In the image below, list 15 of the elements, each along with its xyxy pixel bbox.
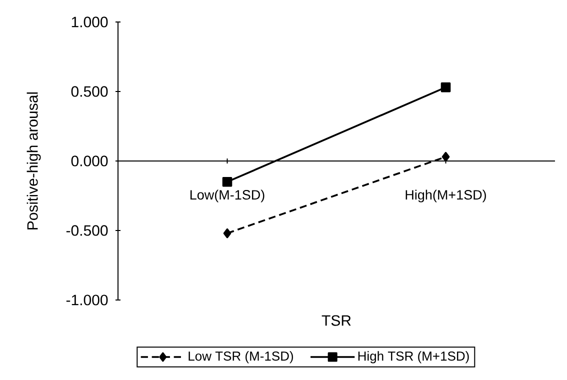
- point: [440, 82, 451, 92]
- x-axis-title: TSR: [322, 315, 351, 326]
- y-tick-label: -1.000: [66, 294, 108, 306]
- legend-label: Low TSR (M-1SD): [188, 351, 294, 364]
- y-tick-label: 0.000: [71, 156, 108, 166]
- point: [442, 152, 450, 162]
- y-tick-label: 1.000: [72, 16, 108, 28]
- point: [222, 176, 232, 187]
- x-tick-label: Low(M-1SD): [190, 190, 264, 202]
- x-tick-label: High(M+1SD): [406, 190, 486, 202]
- legend-label: High TSR (M+1SD): [358, 351, 469, 364]
- y-axis-title: Positive-high arousal: [26, 92, 41, 230]
- y-tick-label: -0.500: [66, 225, 108, 236]
- point: [223, 228, 232, 238]
- y-tick-label: 0.500: [71, 86, 108, 97]
